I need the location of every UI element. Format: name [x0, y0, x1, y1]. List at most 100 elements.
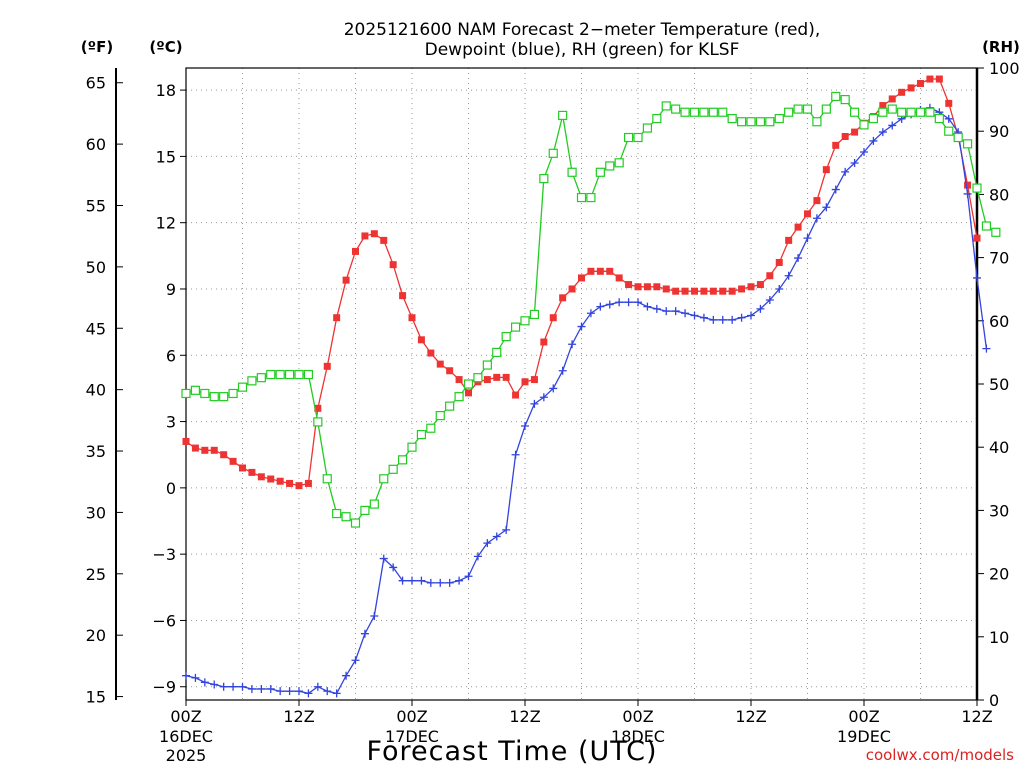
- temperature-point: [493, 373, 501, 381]
- rh-point: [473, 373, 483, 383]
- dewpoint-point: [408, 576, 416, 585]
- temperature-point: [408, 314, 416, 322]
- temperature-point: [964, 181, 972, 189]
- rh-point: [633, 132, 643, 143]
- dewpoint-point: [436, 578, 445, 587]
- dewpoint-point: [982, 344, 991, 353]
- fahrenheit-unit-label: (ºF): [81, 38, 113, 56]
- temperature-point: [267, 475, 275, 483]
- rh-tick-label: 100: [989, 59, 1020, 78]
- temperature-point: [907, 84, 915, 92]
- rh-point: [209, 392, 219, 402]
- dewpoint-point: [860, 147, 868, 156]
- temperature-point: [530, 376, 538, 384]
- temperature-point: [634, 283, 642, 291]
- dewpoint-point: [351, 656, 360, 665]
- rh-point: [501, 332, 511, 342]
- fahrenheit-tick-label: 15: [86, 688, 106, 707]
- rh-point: [237, 382, 248, 392]
- temperature-point: [380, 236, 388, 244]
- dewpoint-point: [963, 189, 972, 198]
- dewpoint-point: [266, 684, 275, 693]
- rh-point: [925, 107, 935, 117]
- dewpoint-point: [210, 680, 219, 689]
- data-series: [181, 75, 1001, 698]
- dewpoint-point: [191, 673, 200, 682]
- temperature-point: [681, 287, 689, 295]
- dewpoint-point: [276, 687, 285, 696]
- dewpoint-point: [285, 687, 294, 696]
- celsius-tick-label: −3: [152, 545, 176, 564]
- dewpoint-point: [389, 563, 398, 572]
- rh-point: [642, 123, 653, 133]
- fahrenheit-tick-label: 35: [86, 442, 106, 461]
- temperature-point: [304, 479, 312, 487]
- celsius-tick-label: 3: [166, 413, 176, 432]
- dewpoint-point: [549, 384, 558, 393]
- temperature-point: [587, 267, 595, 275]
- dewpoint-point: [332, 689, 341, 698]
- x-date-label: 19DEC: [837, 727, 891, 746]
- series-line-dewpoint: [185, 107, 988, 695]
- dewpoint-point: [257, 684, 266, 693]
- dewpoint-point: [756, 304, 765, 313]
- rh-point: [350, 518, 361, 528]
- dewpoint-point: [775, 284, 784, 293]
- rh-point: [755, 117, 766, 127]
- rh-point: [416, 429, 427, 440]
- rh-tick-label: 30: [989, 501, 1009, 520]
- rh-point: [652, 113, 662, 124]
- dewpoint-point: [699, 313, 708, 322]
- rh-point: [219, 392, 229, 402]
- temperature-point: [653, 283, 661, 291]
- dewpoint-point: [295, 687, 303, 696]
- temperature-point: [728, 287, 736, 295]
- rh-point: [284, 369, 295, 380]
- dewpoint-point: [360, 629, 369, 638]
- x-date-label: 17DEC: [385, 727, 439, 746]
- temperature-point: [945, 99, 953, 107]
- dewpoint-point: [737, 313, 746, 322]
- temperature-point: [700, 287, 708, 295]
- temperature-point: [427, 349, 435, 357]
- tick-labels: 1815129630−3−6−9656055504540353025201510…: [86, 59, 1020, 765]
- temperature-point: [239, 464, 246, 472]
- x-year-label: 2025: [166, 746, 207, 765]
- rh-point: [322, 474, 332, 484]
- dewpoint-point: [671, 307, 680, 316]
- temperature-point: [917, 79, 924, 87]
- dewpoint-point: [605, 300, 614, 309]
- rh-point: [699, 107, 709, 117]
- dewpoint-point: [455, 576, 464, 585]
- temperature-point: [399, 292, 407, 300]
- dewpoint-point: [379, 554, 388, 563]
- rh-point: [388, 464, 398, 474]
- rh-point: [746, 117, 756, 127]
- dewpoint-point: [596, 302, 605, 311]
- dewpoint-point: [878, 128, 887, 137]
- series-rh: [181, 91, 1001, 528]
- dewpoint-point: [398, 576, 407, 585]
- rh-point: [765, 117, 775, 127]
- temperature-point: [446, 367, 454, 375]
- rh-point: [962, 139, 973, 149]
- temperature-point: [455, 376, 463, 384]
- x-tick-label: 00Z: [622, 707, 653, 726]
- rh-tick-label: 0: [989, 691, 999, 710]
- temperature-point: [785, 236, 793, 244]
- rh-point: [181, 388, 191, 399]
- temperature-point: [756, 281, 764, 289]
- temperature-point: [417, 336, 425, 344]
- rh-point: [369, 499, 379, 509]
- rh-point: [445, 401, 455, 411]
- rh-point: [303, 369, 314, 380]
- x-tick-label: 12Z: [961, 707, 992, 726]
- temperature-point: [973, 234, 981, 242]
- celsius-tick-label: 12: [156, 214, 176, 233]
- temperature-point: [879, 102, 887, 110]
- temperature-point: [276, 477, 284, 485]
- dewpoint-point: [229, 682, 238, 691]
- x-tick-label: 00Z: [396, 707, 427, 726]
- rh-point: [689, 107, 700, 117]
- temperature-point: [512, 391, 520, 399]
